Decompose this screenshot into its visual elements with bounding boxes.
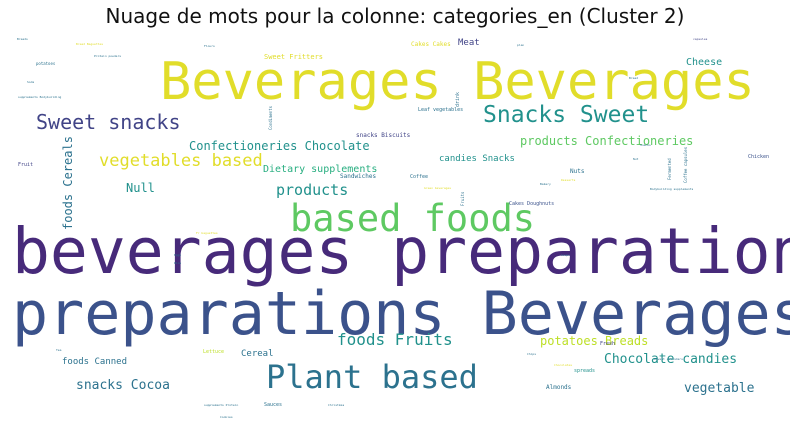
word-almonds: Almonds bbox=[546, 384, 572, 391]
word-nuts: Nuts bbox=[570, 168, 585, 175]
word-flours: Flours bbox=[204, 44, 215, 48]
word-sweet-fritters: Sweet Fritters bbox=[264, 53, 323, 61]
word-leaf-vegetables: Leaf vegetables bbox=[418, 107, 463, 113]
word-dietary-supplements: Dietary supplements bbox=[263, 164, 377, 175]
word-cheese: Cheese bbox=[686, 57, 722, 68]
word-soda: Soda bbox=[27, 80, 34, 84]
word-bakery: Bakery bbox=[540, 182, 551, 186]
word-vegetable: vegetable bbox=[684, 381, 755, 396]
word-chocolates: Chocolates bbox=[554, 363, 572, 367]
word-green-beverages: Green beverages bbox=[424, 186, 451, 190]
word-protein-powders: Protein powders bbox=[94, 54, 121, 58]
word-plant-based: Plant based bbox=[266, 358, 478, 396]
chart-title: Nuage de mots pour la colonne: categorie… bbox=[105, 4, 685, 28]
word-fresh: Fresh bbox=[600, 341, 615, 347]
word-nut: Nut bbox=[633, 157, 639, 161]
word-bodybuilding-supplements: Bodybuilding supplements bbox=[650, 187, 694, 191]
word-advent-calendars: Advent calendars bbox=[654, 357, 683, 361]
word-chips: Chips bbox=[527, 352, 536, 356]
word-christmas: Christmas bbox=[328, 403, 344, 407]
word-potatoes-breads: potatoes Breads bbox=[540, 334, 648, 348]
word-cereal: Cereal bbox=[241, 349, 274, 359]
word-potatoes: potatoes bbox=[36, 61, 56, 66]
word-candies-snacks: candies Snacks bbox=[439, 154, 515, 164]
word-chocolate-candies: Chocolate candies bbox=[604, 352, 737, 367]
word-cookies: Cookies bbox=[220, 415, 233, 419]
word-sandwiches: Sandwiches bbox=[340, 173, 377, 180]
word-confectioneries-chocolate: Confectioneries Chocolate bbox=[189, 139, 370, 153]
word-tea: Tea bbox=[56, 348, 62, 352]
word-desserts: Desserts bbox=[561, 178, 576, 182]
word-capsules: capsules bbox=[693, 37, 708, 41]
word-bread-baguettes: Bread Baguettes bbox=[76, 42, 103, 46]
word-beverages-preparations: beverages preparations bbox=[12, 215, 790, 288]
word-spreads: spreads bbox=[574, 368, 595, 374]
word-breads: Breads bbox=[17, 37, 28, 41]
word-cakes-cakes: Cakes Cakes bbox=[411, 41, 451, 48]
word-sauces: Sauces bbox=[264, 402, 282, 408]
word-null: Null bbox=[126, 181, 155, 195]
word-coffee-capsules: Coffee capsules bbox=[683, 146, 688, 183]
word-rice: Rice bbox=[174, 261, 181, 265]
word-meat: Meat bbox=[458, 38, 480, 48]
word-plan: plan bbox=[517, 43, 524, 47]
word-fruit: Fruit bbox=[18, 162, 33, 168]
word-products-confectioneries: products Confectioneries bbox=[520, 134, 693, 148]
word-soups: Soups bbox=[561, 253, 570, 257]
word-supplements-protein: supplements Protein bbox=[204, 403, 239, 407]
word-fermented: Fermented bbox=[667, 158, 672, 180]
word-vegetables-based: vegetables based bbox=[99, 151, 263, 171]
word-snacks: Snacks bbox=[640, 143, 651, 147]
word-lettuce: Lettuce bbox=[203, 349, 224, 355]
word-foods-cereals: foods Cereals bbox=[61, 136, 75, 230]
word-coffee: Coffee bbox=[410, 174, 428, 180]
word-foods-fruits: foods Fruits bbox=[337, 330, 453, 349]
word-products: products bbox=[276, 181, 348, 199]
word-based-foods: based foods bbox=[290, 197, 535, 240]
word-fr-baguettes: Fr baguettes bbox=[196, 231, 218, 235]
word-preparations-beverages: preparations Beverages bbox=[12, 279, 790, 349]
word-snacks-cocoa: snacks Cocoa bbox=[76, 378, 170, 393]
word-cakes-doughnuts: Cakes Doughnuts bbox=[509, 201, 554, 207]
word-condiments: Condiments bbox=[268, 105, 273, 130]
word-beverages-beverages: Beverages Beverages bbox=[160, 52, 755, 112]
word-chicken: Chicken bbox=[748, 154, 769, 160]
word-snacks-biscuits: snacks Biscuits bbox=[356, 132, 411, 139]
word-eggs: Eggs bbox=[174, 253, 181, 257]
word-foods-canned: foods Canned bbox=[62, 357, 127, 367]
word-sweet-snacks: Sweet snacks bbox=[36, 110, 181, 134]
word-supplements-bodybuilding: supplements Bodybuilding bbox=[18, 95, 62, 99]
word-drink: drink bbox=[455, 92, 461, 107]
word-snacks-sweet: Snacks Sweet bbox=[483, 102, 649, 128]
word-fruits: Fruits bbox=[460, 191, 465, 206]
word-bread: Bread bbox=[629, 76, 638, 80]
